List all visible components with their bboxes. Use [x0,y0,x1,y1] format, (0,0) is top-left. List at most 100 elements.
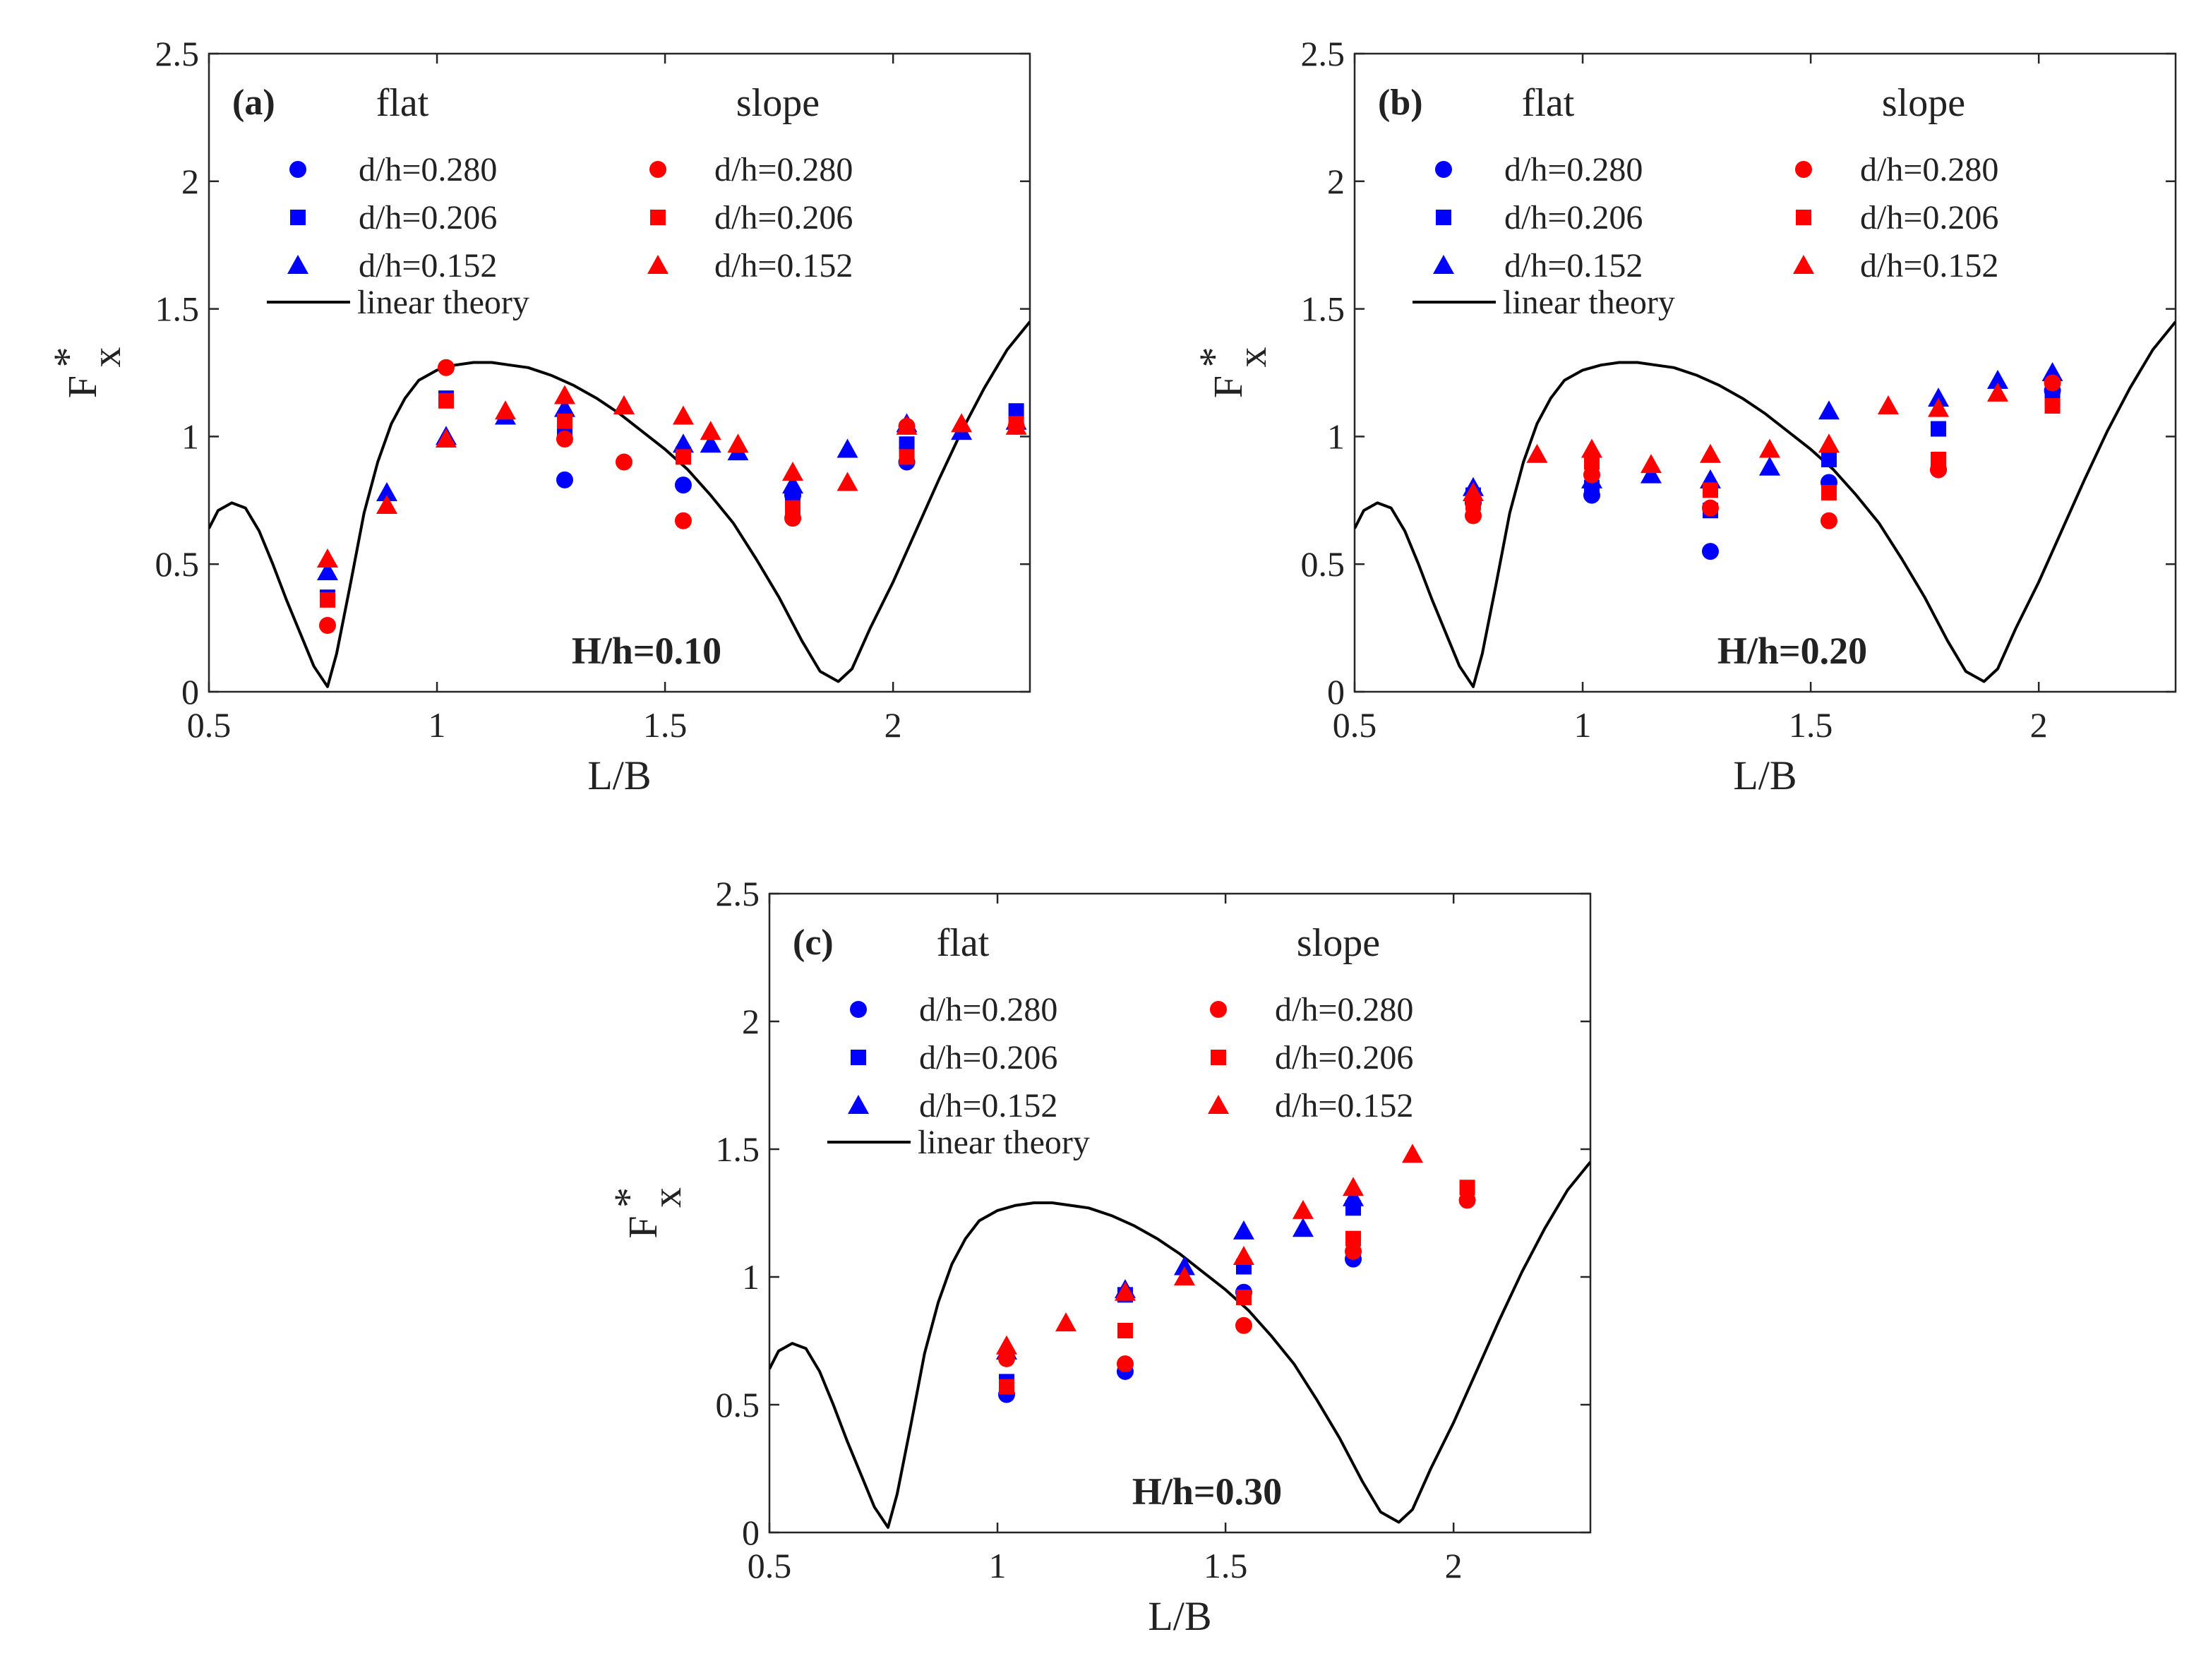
data-point-flat-circle [1701,543,1719,560]
linear-theory-line [769,1160,1590,1529]
data-point-slope-circle [2044,374,2061,392]
y-tick-label: 1 [181,416,199,456]
y-axis-label-sup: * [1191,347,1237,368]
x-tick-label: 1.5 [1204,1546,1248,1585]
y-tick-label: 0 [1327,672,1345,712]
panel-label: (b) [1378,83,1423,123]
condition-annotation: H/h=0.30 [1132,1470,1282,1513]
data-point-slope-triangle [553,385,575,404]
legend-label-flat: d/h=0.152 [919,1087,1057,1124]
data-point-flat-triangle [672,433,694,453]
legend-marker-flat-square [1436,210,1451,225]
x-tick-label: 1 [989,1546,1007,1585]
legend-marker-flat-square [851,1050,866,1065]
legend-marker-slope-triangle [647,255,668,274]
data-point-flat-triangle [1818,400,1840,420]
series-flat-triangle [316,395,1027,581]
legend-marker-flat-circle [1435,161,1452,178]
data-point-flat-circle [674,476,692,494]
linear-theory-line [1355,320,2176,688]
series-slope-triangle [316,385,1027,568]
data-point-flat-triangle [1292,1218,1314,1237]
legend-marker-slope-triangle [1793,255,1814,274]
data-point-slope-triangle [1402,1144,1424,1163]
x-tick-label: 2 [2030,705,2048,745]
data-point-slope-triangle [896,415,918,435]
data-point-flat-triangle [1987,369,2009,389]
legend-marker-slope-circle [1795,161,1812,178]
panel-label: (a) [232,83,275,123]
data-point-slope-square [1702,482,1718,498]
data-point-slope-square [1931,451,1947,467]
legend-label-slope: d/h=0.206 [1275,1039,1413,1076]
data-point-slope-triangle [1987,382,2009,402]
legend-header-slope: slope [1882,81,1965,125]
data-point-slope-triangle [1055,1312,1076,1332]
legend-header-slope: slope [736,81,820,125]
x-tick-label: 0.5 [1333,705,1377,745]
chart-panel-b: 00.511.522.50.5 1 1.5 2L/BF*x(b) flat sloped/… [1191,34,2177,798]
data-point-slope-triangle [1928,397,1950,417]
x-tick-label: 2 [884,705,902,745]
data-point-flat-triangle [1233,1220,1254,1240]
legend-label-slope: d/h=0.280 [1275,991,1413,1028]
data-point-flat-triangle [553,397,575,417]
y-axis-label-main: F [59,376,105,398]
data-point-flat-triangle [376,481,397,501]
data-point-slope-triangle [1818,433,1840,453]
data-point-slope-circle [1116,1355,1134,1373]
data-point-slope-square [319,592,335,608]
data-point-slope-square [899,449,915,465]
y-tick-label: 2 [1327,162,1345,201]
data-point-slope-triangle [1877,395,1899,415]
data-point-slope-triangle [1526,443,1548,463]
data-point-slope-square [1583,454,1600,470]
data-point-slope-triangle [1343,1177,1365,1196]
y-tick-label: 0.5 [716,1385,760,1424]
linear-theory-line [209,320,1030,688]
data-point-flat-square [1931,421,1947,437]
legend-marker-flat-circle [850,1001,867,1018]
y-axis-label-sub: x [1229,347,1275,368]
data-point-slope-square [998,1379,1014,1395]
legend-label-slope: d/h=0.152 [714,247,853,284]
legend-marker-flat-triangle [848,1095,869,1114]
x-tick-label: 0.5 [748,1546,792,1585]
series-slope-square [319,392,1024,608]
x-tick-label: 1 [428,705,446,745]
legend-marker-slope-circle [1210,1001,1227,1018]
chart-panel-a: 00.511.522.50.5 1 1.5 2L/BF*x(a) flat sloped/… [45,34,1031,798]
data-point-slope-circle [1583,466,1600,484]
data-point-slope-circle [437,359,455,376]
y-tick-label: 2.5 [1301,34,1345,73]
y-axis-label: F *x [1191,347,1275,399]
legend-label-flat: d/h=0.280 [919,991,1057,1028]
data-point-flat-square [899,436,915,452]
data-point-slope-triangle [1581,438,1602,458]
series-slope-circle [997,1192,1476,1373]
x-tick-label: 1.5 [643,705,688,745]
series-flat-circle [556,453,916,504]
legend-marker-flat-triangle [1433,255,1454,274]
legend-marker-slope-circle [649,161,666,178]
legend-label-flat: d/h=0.280 [359,151,497,188]
series-flat-triangle [1462,362,2063,496]
y-tick-label: 0.5 [1301,544,1345,584]
y-tick-label: 0.5 [155,544,200,584]
series-slope-triangle [995,1144,1424,1355]
data-point-slope-square [1117,1323,1133,1339]
y-axis-label-sup: * [606,1187,652,1208]
data-point-slope-triangle [494,400,516,420]
y-tick-label: 2 [181,162,199,201]
legend-marker-slope-square [1211,1050,1226,1065]
y-tick-label: 2.5 [155,34,200,73]
legend-label-flat: d/h=0.206 [1504,199,1643,236]
y-tick-label: 0 [181,672,199,712]
data-point-slope-circle [556,431,573,448]
plot-frame [1353,52,2177,693]
legend-marker-slope-triangle [1208,1095,1229,1114]
legend-label-flat: d/h=0.206 [359,199,497,236]
y-tick-label: 1 [1327,416,1345,456]
data-point-slope-triangle [1114,1281,1136,1301]
series-slope-triangle [1462,382,2009,501]
